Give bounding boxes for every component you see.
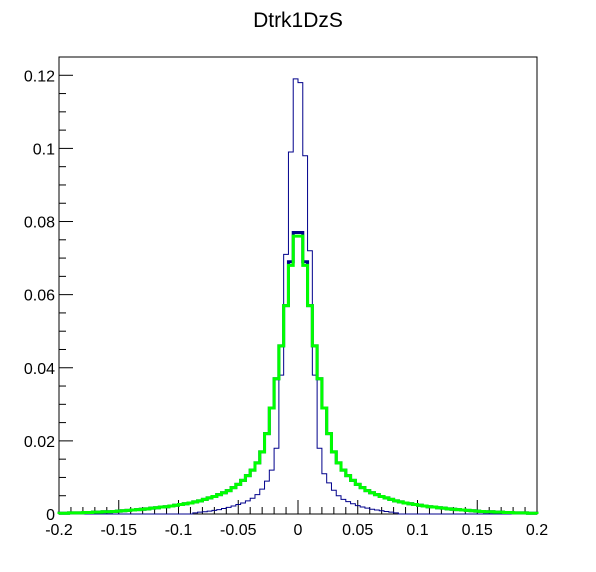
histogram-series-0 [59, 78, 537, 515]
y-tick-label: 0.08 [24, 215, 55, 232]
y-tick-label: 0 [46, 507, 55, 524]
x-tick-label: -0.2 [45, 522, 73, 539]
x-tick-label: 0.1 [406, 522, 428, 539]
x-tick-label: 0.15 [462, 522, 493, 539]
plot-frame [58, 56, 538, 515]
x-tick-label: 0.05 [342, 522, 373, 539]
x-tick-label: -0.05 [220, 522, 257, 539]
y-tick-label: 0.12 [24, 68, 55, 85]
x-tick-label: 0 [294, 522, 303, 539]
y-tick-label: 0.02 [24, 434, 55, 451]
axis-ticks [58, 56, 538, 515]
tick-labels: -0.2 -0.15 -0.1 -0.05 0 0.05 0.1 0.15 0.2 0 0.02 0.… [24, 68, 548, 539]
histogram-series-2 [57, 234, 539, 515]
y-tick-label: 0.04 [24, 361, 55, 378]
histogram-series-1 [57, 230, 539, 515]
series-layer [57, 78, 539, 515]
x-tick-label: -0.1 [165, 522, 193, 539]
y-tick-label: 0.06 [24, 288, 55, 305]
x-tick-label: 0.2 [526, 522, 548, 539]
y-tick-label: 0.1 [33, 141, 55, 158]
chart-title: Dtrk1DzS [253, 9, 343, 32]
x-tick-label: -0.15 [101, 522, 138, 539]
